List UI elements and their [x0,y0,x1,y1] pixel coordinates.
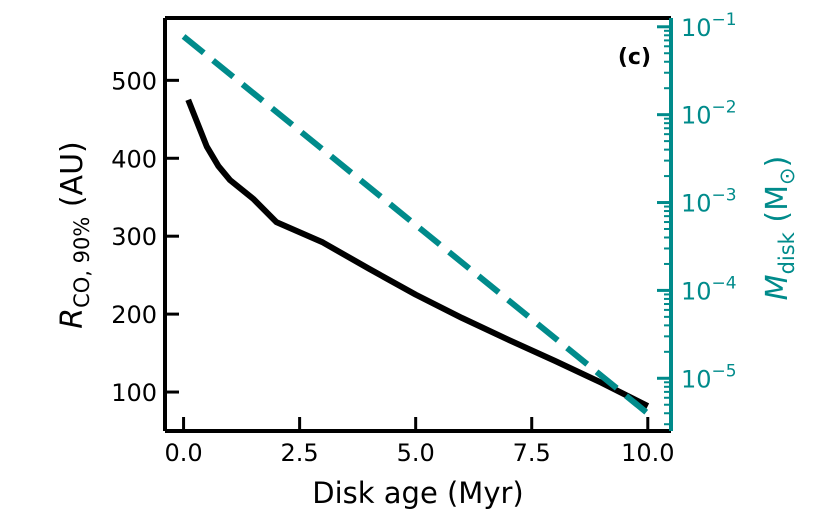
y-right-tick-exp: −1 [712,10,737,30]
y-right-tick-exp: −3 [712,186,737,206]
x-tick-label: 7.5 [513,439,551,467]
y-left-tick-label: 200 [111,301,157,329]
y-right-tick-label: 10−4 [681,273,737,305]
y-axis-label-left: RCO, 90% (AU) [55,141,94,329]
y-right-tick-label: 10−3 [681,186,737,218]
x-tick-label: 2.5 [281,439,319,467]
y-right-tick-base: 10 [681,365,712,393]
y-right-subscript: disk [775,231,799,274]
y-right-tick-exp: −4 [712,273,737,293]
series-line-radius [185,98,650,409]
y-right-tick-label: 10−2 [681,98,737,130]
x-tick-label: 5.0 [397,439,435,467]
y-left-tick-label: 100 [111,379,157,407]
y-right-tick-base: 10 [681,14,712,42]
x-axis-label: Disk age (Myr) [312,476,523,510]
panel-label: (c) [618,45,651,70]
y-left-tick-label: 400 [111,145,157,173]
y-right-unit-open: (M [760,185,795,232]
y-left-symbol: R [55,308,90,329]
y-right-tick-exp: −5 [712,361,737,381]
series-layer [181,34,650,416]
series-line-disk-mass [181,34,650,416]
y-left-tick-label: 500 [111,67,157,95]
y-right-tick-label: 10−5 [681,361,737,393]
ticks-layer: 0.0 2.5 5.0 7.5 10.010020030040050010−510−41… [111,10,736,467]
y-right-tick-base: 10 [681,190,712,218]
y-right-tick-exp: −2 [712,98,737,118]
y-left-unit: (AU) [55,141,90,216]
y-right-tick-label: 10−1 [681,10,737,42]
axes-layer [163,16,673,433]
y-axis-label-right: Mdisk (M⊙) [760,156,799,301]
y-left-subscript: CO, 90% [70,217,94,308]
y-left-tick-label: 300 [111,223,157,251]
x-tick-label: 0.0 [164,439,202,467]
y-right-tick-base: 10 [681,277,712,305]
y-right-unit-close: ) [760,156,795,168]
x-tick-label: 10.0 [621,439,674,467]
y-right-tick-base: 10 [681,102,712,130]
y-right-unit-sub: ⊙ [775,167,799,185]
y-right-symbol: M [760,274,795,300]
